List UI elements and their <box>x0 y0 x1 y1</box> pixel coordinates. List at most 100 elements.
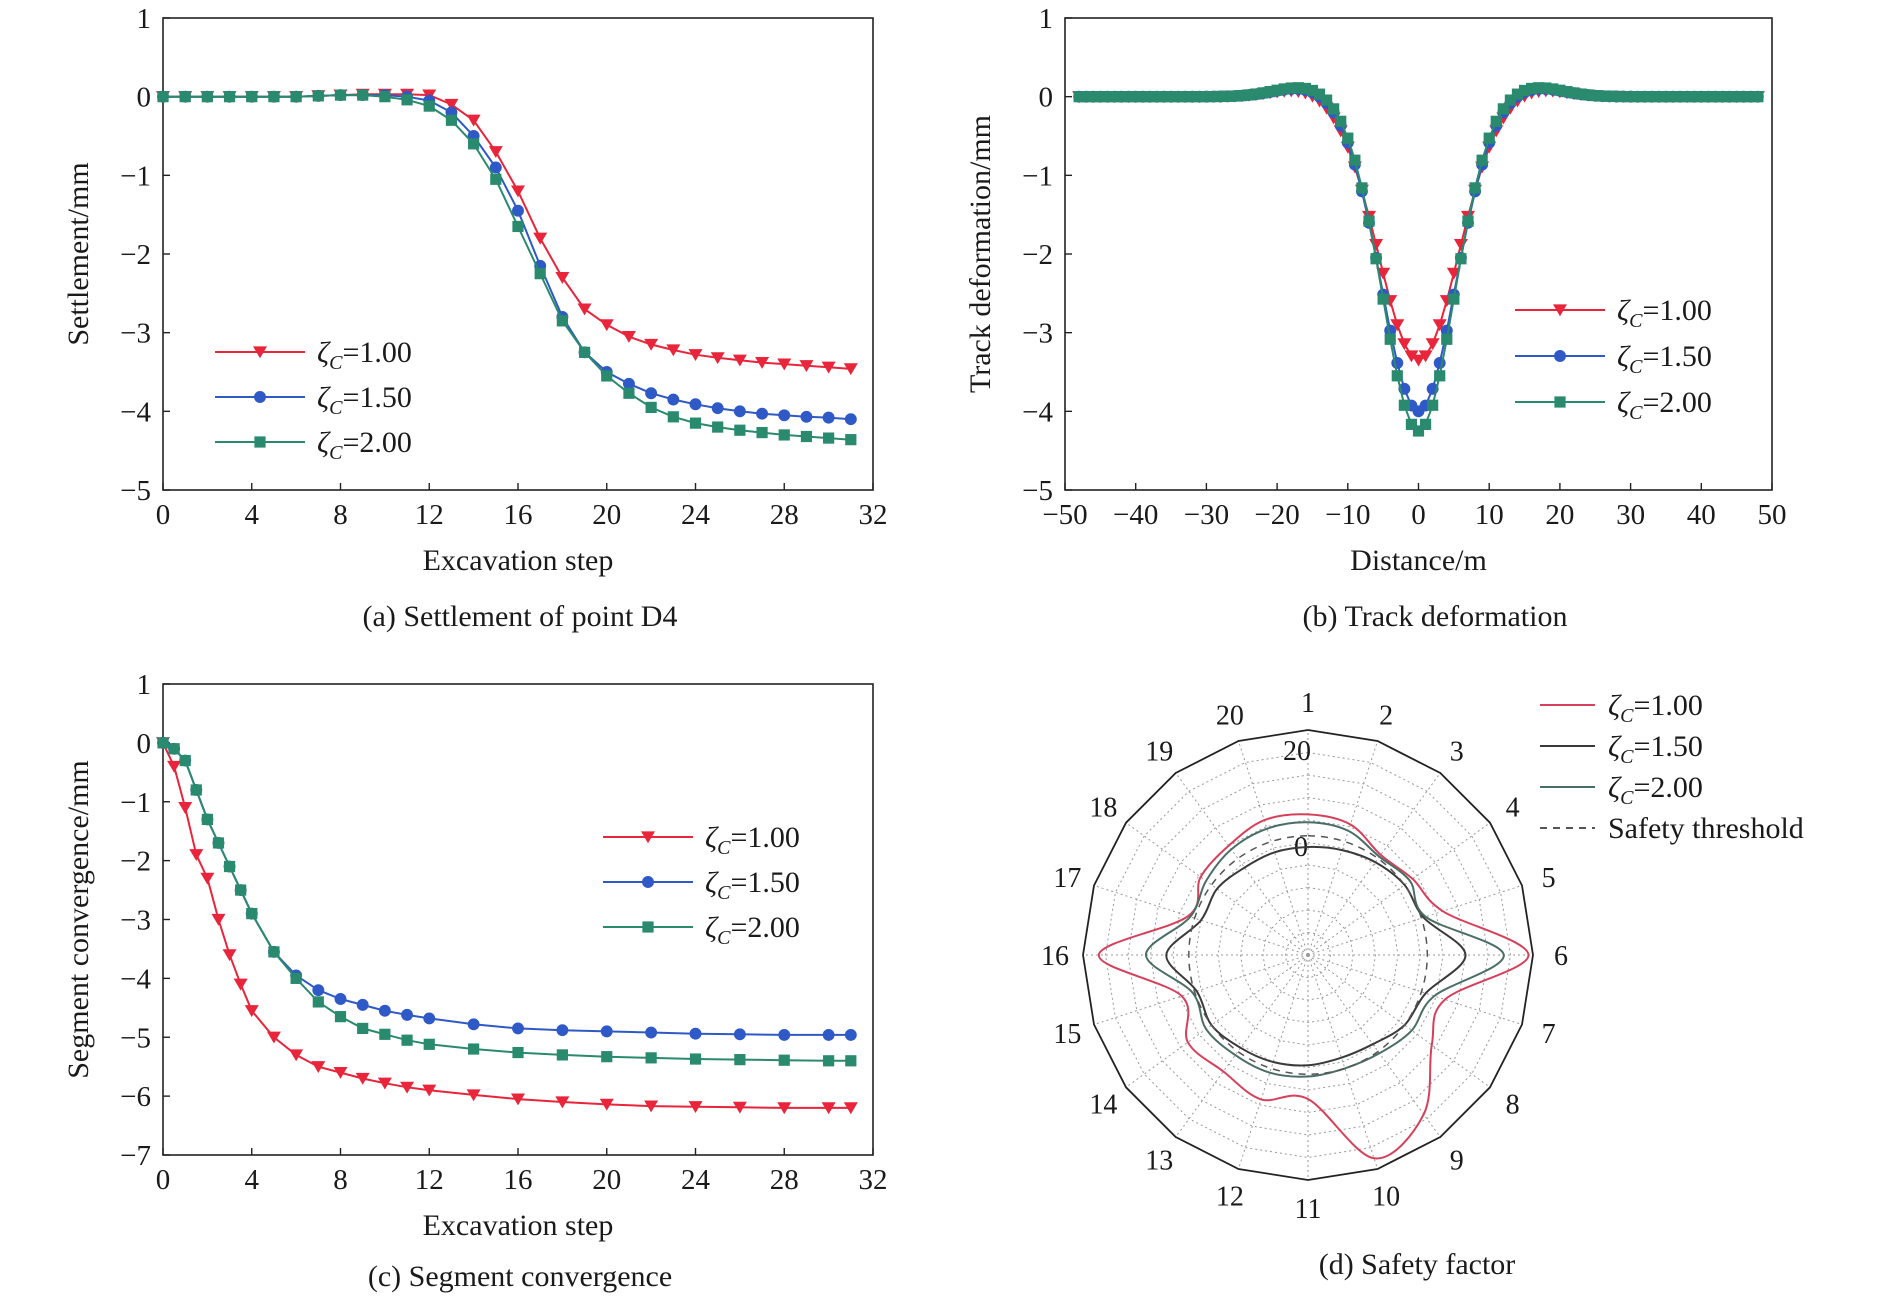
marker-triangle <box>289 1049 304 1062</box>
polar-category-label: 15 <box>1053 1019 1081 1050</box>
marker-square <box>1702 91 1714 103</box>
polar-category-label: 16 <box>1041 941 1069 972</box>
polar-category-label: 13 <box>1145 1146 1173 1177</box>
marker-square <box>157 737 169 749</box>
marker-square <box>1250 88 1262 100</box>
legend-value: =2.00 <box>343 426 412 459</box>
marker-square <box>190 784 202 796</box>
panel-safety-factor: 1 234567891011121314151617181920020ζC=1.0… <box>1041 688 1804 1225</box>
marker-circle <box>844 1028 857 1041</box>
marker-square <box>689 417 702 429</box>
marker-triangle <box>511 1093 525 1106</box>
y-tick-label: 0 <box>1039 82 1054 114</box>
marker-square <box>1123 91 1135 103</box>
marker-triangle <box>641 831 655 844</box>
marker-square <box>290 972 302 984</box>
y-tick-label: −4 <box>120 963 151 995</box>
marker-square <box>1568 87 1580 99</box>
marker-triangle <box>1376 267 1391 280</box>
marker-square <box>1412 425 1425 437</box>
marker-square <box>379 1028 391 1040</box>
legend-label: ζC=1.00 <box>1617 294 1712 332</box>
legend-zeta: ζ <box>705 866 719 899</box>
marker-square <box>168 743 180 755</box>
marker-square <box>1278 83 1290 95</box>
marker-square <box>1589 89 1601 102</box>
polar-category-label: 2 <box>1379 700 1393 731</box>
polar-category-label: 9 <box>1450 1146 1464 1177</box>
marker-square <box>1419 418 1432 430</box>
marker-square <box>1660 91 1672 103</box>
marker-triangle <box>621 331 636 343</box>
marker-square <box>1434 370 1446 382</box>
marker-square <box>1455 253 1467 265</box>
legend-label: ζC=2.00 <box>1617 386 1712 424</box>
marker-circle <box>556 1024 569 1037</box>
y-axis-label: Segment convergence/mm <box>62 760 95 1079</box>
caption-b: (b) Track deformation <box>1303 600 1568 633</box>
marker-square <box>734 1054 746 1066</box>
marker-square <box>268 946 280 958</box>
plot-frame <box>162 17 874 491</box>
marker-circle <box>756 407 769 420</box>
marker-square <box>201 91 213 103</box>
marker-square <box>268 91 280 103</box>
marker-square <box>1596 90 1608 102</box>
legend-label: ζC=2.00 <box>705 911 800 949</box>
marker-circle <box>356 998 369 1011</box>
marker-circle <box>489 161 502 174</box>
x-tick-label: −40 <box>1113 499 1158 531</box>
x-tick-label: 32 <box>859 1164 888 1196</box>
caption-a: (a) Settlement of point D4 <box>363 600 678 633</box>
marker-triangle <box>311 1061 326 1073</box>
legend-value: =1.50 <box>731 866 800 899</box>
polar-series-line <box>1188 835 1429 1076</box>
x-tick-label: 0 <box>156 499 171 531</box>
marker-square <box>642 921 654 933</box>
marker-square <box>1363 215 1375 227</box>
x-tick-label: −30 <box>1184 499 1229 531</box>
marker-square <box>1639 91 1651 103</box>
marker-square <box>1214 90 1227 103</box>
marker-square <box>423 100 435 112</box>
marker-square <box>1723 91 1736 103</box>
marker-square <box>601 370 613 382</box>
marker-square <box>1080 91 1092 103</box>
x-tick-label: 20 <box>592 1164 621 1196</box>
marker-square <box>1158 91 1170 103</box>
marker-square <box>712 421 724 433</box>
marker-circle <box>645 387 658 400</box>
polar-category-label: 11 <box>1295 1194 1322 1225</box>
polar-category-label: 20 <box>1216 700 1244 731</box>
marker-triangle <box>1453 239 1468 251</box>
x-tick-label: 12 <box>415 1164 444 1196</box>
polar-grid-ring <box>1172 819 1444 1091</box>
marker-triangle <box>755 356 770 369</box>
marker-triangle <box>599 319 614 332</box>
marker-triangle <box>189 849 204 862</box>
marker-square <box>667 411 679 423</box>
legend-subscript: C <box>1629 356 1643 378</box>
marker-circle <box>689 398 702 411</box>
marker-square <box>778 1054 790 1066</box>
marker-square <box>1087 91 1099 103</box>
x-tick-label: 50 <box>1758 499 1787 531</box>
marker-square <box>1582 89 1594 101</box>
legend-label: ζC=1.00 <box>317 336 412 374</box>
x-tick-label: 28 <box>770 499 799 531</box>
marker-square <box>1561 86 1573 98</box>
y-tick-label: −1 <box>1022 160 1053 192</box>
series-line <box>1079 86 1758 433</box>
polar-grid-ring <box>1239 886 1377 1024</box>
marker-square <box>334 89 347 101</box>
legend-value: =1.50 <box>1634 730 1703 763</box>
marker-square <box>1172 91 1184 103</box>
x-tick-label: 16 <box>504 1164 533 1196</box>
panel-track-deformation: −50 −40 −30 −20 −10 0 10 20 30 40 50−5−4−3−2−101Di… <box>964 3 1787 577</box>
marker-triangle <box>377 1077 392 1090</box>
marker-circle <box>778 409 791 422</box>
x-tick-label: 32 <box>859 499 888 531</box>
marker-square <box>1165 91 1177 103</box>
series-2e59c6 <box>157 89 857 426</box>
y-tick-label: −2 <box>120 239 151 271</box>
